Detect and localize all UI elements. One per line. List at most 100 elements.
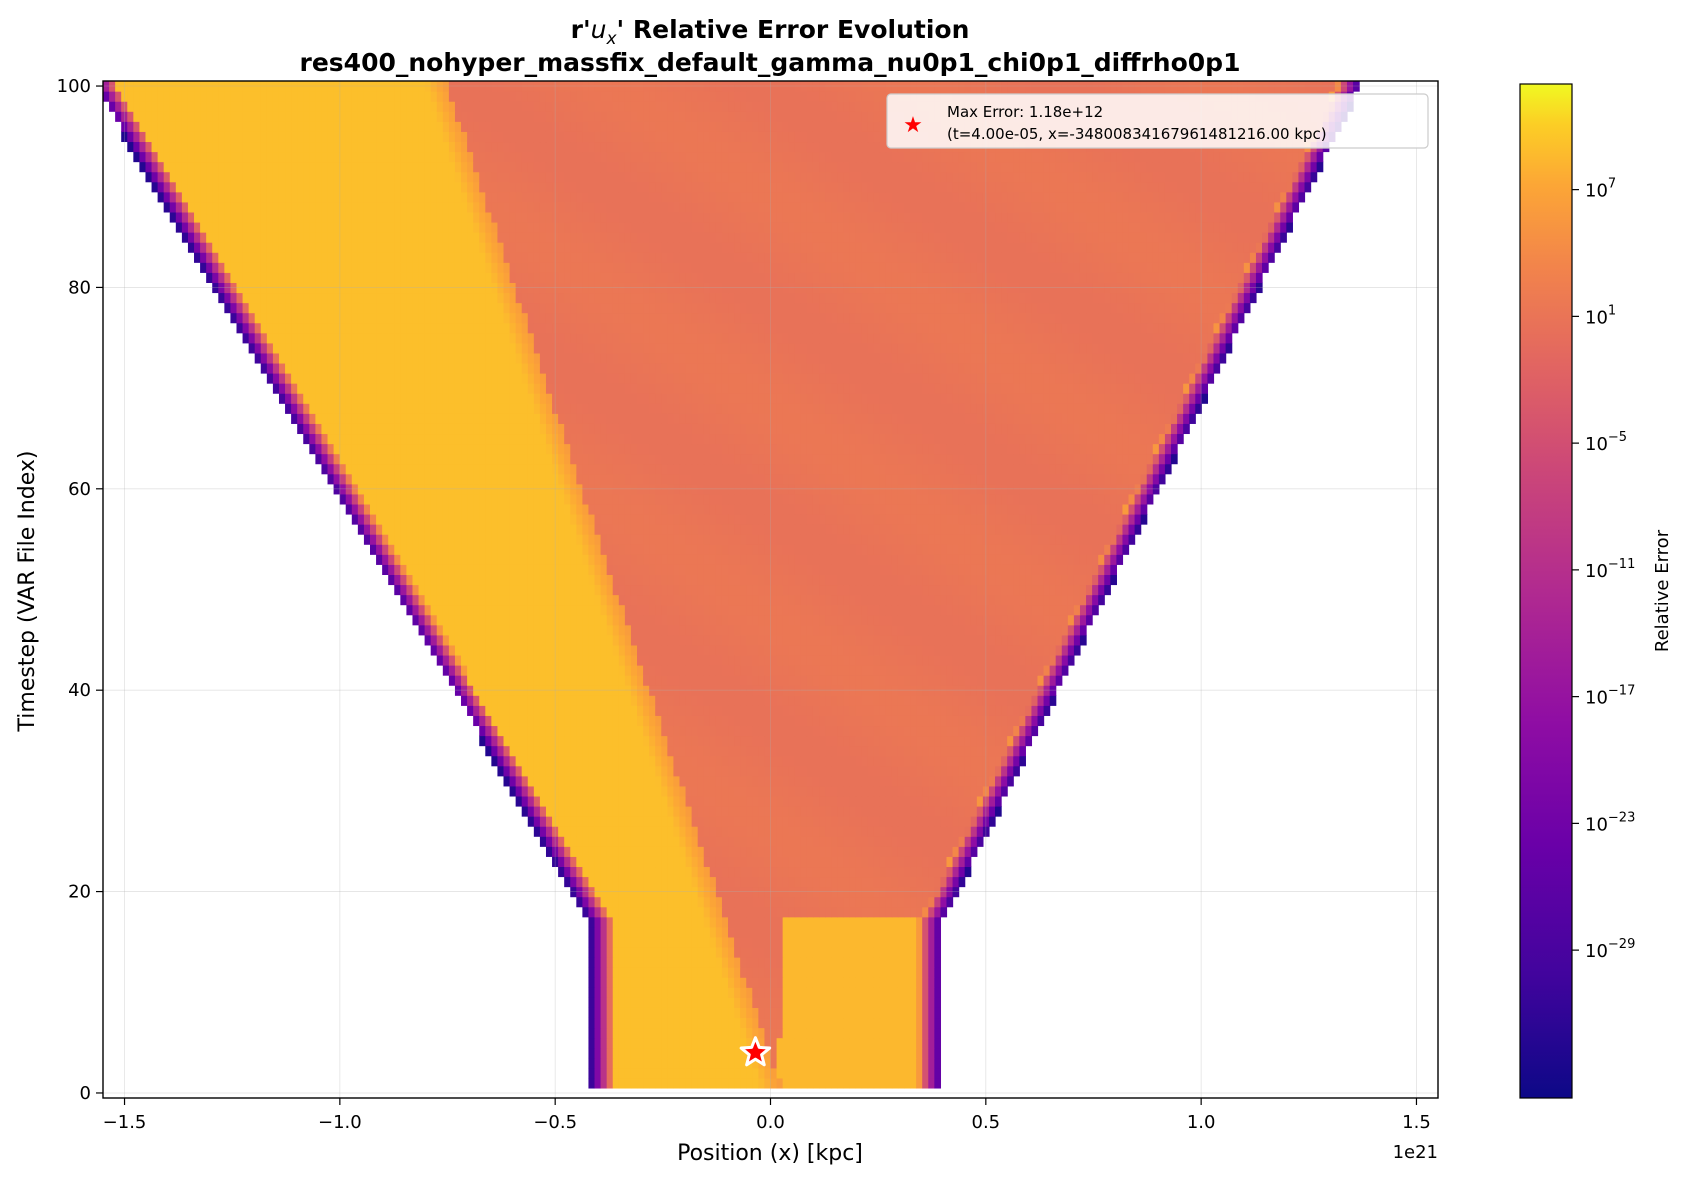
heatmap-cell — [643, 1057, 650, 1069]
heatmap-cell — [861, 926, 869, 938]
heatmap-cell — [442, 554, 450, 565]
heatmap-cell — [552, 685, 559, 696]
heatmap-cell — [873, 826, 881, 837]
heatmap-cell — [861, 594, 869, 606]
heatmap-cell — [819, 916, 826, 928]
heatmap-cell — [776, 685, 784, 696]
heatmap-cell — [582, 675, 590, 686]
heatmap-cell — [746, 936, 753, 948]
heatmap-cell — [624, 524, 632, 535]
heatmap-cell — [758, 705, 766, 716]
heatmap-cell — [673, 554, 681, 565]
heatmap-cell — [655, 493, 662, 505]
heatmap-cell — [831, 926, 838, 938]
heatmap-cell — [618, 916, 626, 928]
heatmap-cell — [691, 685, 699, 696]
heatmap-cell — [1079, 554, 1087, 565]
heatmap-cell — [879, 906, 887, 918]
heatmap-cell — [661, 715, 668, 727]
heatmap-cell — [1055, 654, 1063, 666]
heatmap-cell — [667, 503, 675, 515]
chart-title-line2: res400_nohyper_massfix_default_gamma_nu0… — [300, 48, 1241, 77]
heatmap-cell — [697, 1027, 705, 1039]
heatmap-cell — [831, 775, 838, 787]
heatmap-cell — [643, 503, 650, 515]
heatmap-cell — [697, 826, 705, 837]
heatmap-cell — [879, 574, 887, 586]
heatmap-cell — [825, 906, 832, 918]
heatmap-cell — [746, 685, 753, 696]
heatmap-cell — [630, 795, 638, 807]
heatmap-cell — [794, 866, 802, 878]
heatmap-cell — [649, 967, 656, 978]
heatmap-cell — [812, 675, 820, 686]
heatmap-cell — [879, 1047, 887, 1059]
heatmap-cell — [752, 574, 759, 586]
heatmap-cell — [916, 967, 923, 978]
heatmap-cell — [703, 513, 711, 525]
heatmap-cell — [752, 604, 759, 616]
heatmap-cell — [594, 735, 602, 747]
heatmap-cell — [776, 534, 784, 545]
heatmap-cell — [794, 735, 802, 747]
heatmap-cell — [515, 644, 523, 656]
heatmap-cell — [643, 534, 650, 545]
heatmap-cell — [497, 554, 505, 565]
heatmap-cell — [612, 1067, 620, 1079]
heatmap-cell — [1037, 685, 1045, 696]
heatmap-cell — [576, 665, 583, 676]
heatmap-cell — [879, 524, 887, 535]
heatmap-cell — [600, 604, 608, 616]
heatmap-cell — [667, 665, 675, 676]
heatmap-cell — [782, 735, 790, 747]
heatmap-cell — [1067, 604, 1075, 616]
heatmap-cell — [679, 665, 687, 676]
heatmap-cell — [879, 795, 887, 807]
heatmap-cell — [964, 715, 972, 727]
heatmap-cell — [904, 916, 911, 928]
heatmap-cell — [473, 594, 480, 606]
heatmap-cell — [655, 916, 662, 928]
heatmap-cell — [406, 534, 414, 545]
heatmap-cell — [521, 735, 529, 747]
heatmap-cell — [995, 574, 1002, 586]
heatmap-cell — [461, 554, 468, 565]
heatmap-cell — [697, 866, 705, 878]
heatmap-cell — [922, 1077, 929, 1089]
heatmap-cell — [819, 554, 826, 565]
heatmap-cell — [715, 997, 723, 1008]
heatmap-cell — [558, 795, 565, 807]
heatmap-cell — [564, 604, 571, 616]
heatmap-cell — [667, 705, 675, 716]
heatmap-cell — [509, 695, 517, 706]
heatmap-cell — [910, 1017, 917, 1029]
heatmap-cell — [800, 634, 808, 646]
heatmap-cell — [904, 524, 911, 535]
heatmap-cell — [885, 795, 893, 807]
heatmap-cell — [873, 977, 881, 988]
heatmap-cell — [825, 997, 832, 1008]
heatmap-cell — [1013, 715, 1020, 727]
heatmap-cell — [709, 644, 717, 656]
heatmap-cell — [740, 1067, 747, 1079]
heatmap-cell — [922, 544, 929, 555]
heatmap-cell — [594, 997, 602, 1008]
heatmap-cell — [1031, 513, 1039, 525]
heatmap-cell — [770, 765, 778, 777]
heatmap-cell — [982, 584, 990, 596]
heatmap-cell — [922, 896, 929, 908]
heatmap-cell — [485, 554, 492, 565]
heatmap-cell — [679, 846, 687, 857]
heatmap-cell — [1092, 584, 1099, 596]
heatmap-cell — [388, 574, 395, 586]
heatmap-cell — [673, 675, 681, 686]
heatmap-cell — [837, 987, 844, 998]
heatmap-cell — [552, 544, 559, 555]
heatmap-cell — [1049, 594, 1057, 606]
heatmap-cell — [916, 685, 923, 696]
heatmap-cell — [679, 634, 687, 646]
heatmap-cell — [1073, 604, 1081, 616]
heatmap-cell — [679, 926, 687, 938]
heatmap-cell — [776, 695, 784, 706]
heatmap-cell — [600, 856, 608, 868]
